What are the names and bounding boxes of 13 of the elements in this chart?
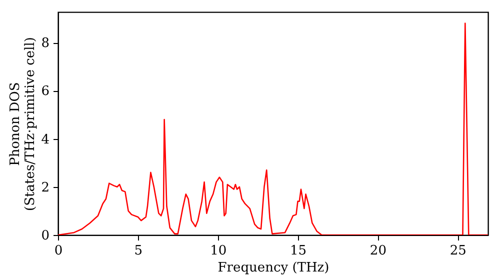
x-tick-label: 15 <box>290 244 307 258</box>
y-axis-title: Phonon DOS (States/THz·primitive cell) <box>8 36 38 212</box>
x-tick-label: 10 <box>210 244 227 258</box>
x-tick-label: 20 <box>370 244 386 258</box>
y-tick-label: 0 <box>41 228 50 244</box>
y-tick-label: 2 <box>41 180 50 196</box>
x-tick-label: 5 <box>134 244 143 258</box>
x-tick-label: 0 <box>54 244 63 258</box>
x-axis-title: Frequency (THz) <box>218 260 330 276</box>
y-tick-label: 6 <box>41 84 50 100</box>
y-tick-label: 4 <box>41 132 50 148</box>
x-tick-label: 25 <box>450 244 466 258</box>
y-tick-label: 8 <box>41 36 50 52</box>
